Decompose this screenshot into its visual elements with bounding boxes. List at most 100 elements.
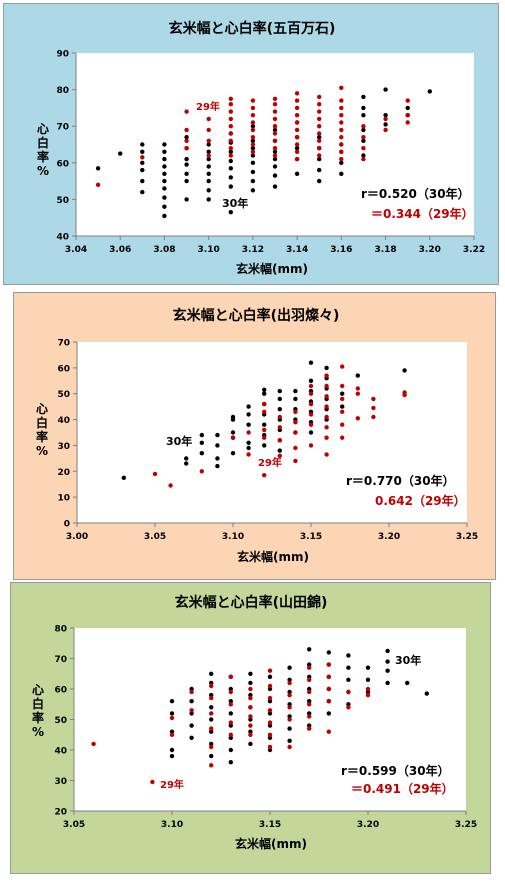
- data-point: [246, 404, 251, 409]
- data-point: [267, 744, 273, 750]
- data-point: [250, 160, 256, 165]
- data-point: [228, 149, 233, 154]
- data-point: [365, 677, 371, 682]
- y-tick-label: 70: [54, 655, 67, 665]
- data-point: [365, 692, 371, 698]
- data-point: [340, 396, 345, 402]
- data-point: [262, 435, 267, 440]
- data-point: [365, 686, 371, 692]
- data-point: [250, 142, 256, 147]
- data-point: [230, 414, 236, 420]
- data-point: [287, 689, 292, 695]
- data-point: [317, 167, 322, 173]
- data-point: [272, 146, 278, 151]
- data-point: [272, 156, 278, 162]
- data-point: [215, 463, 220, 469]
- data-point: [405, 120, 410, 125]
- data-point: [272, 116, 278, 122]
- x-tick-label: 3.20: [419, 245, 441, 255]
- data-point: [248, 705, 253, 710]
- data-point: [262, 391, 267, 396]
- data-point: [424, 691, 429, 696]
- data-point: [248, 686, 253, 692]
- data-point: [184, 156, 189, 162]
- data-point: [162, 164, 167, 169]
- data-point: [307, 702, 312, 707]
- data-point: [184, 162, 189, 167]
- data-point: [184, 197, 189, 202]
- data-point: [272, 153, 278, 158]
- data-point: [317, 131, 322, 136]
- data-point: [267, 732, 273, 737]
- data-point: [140, 155, 145, 160]
- series-annotation: 29年: [196, 100, 220, 113]
- data-point: [262, 427, 267, 433]
- data-point: [340, 391, 345, 396]
- y-tick-label: 50: [57, 390, 70, 400]
- data-point: [277, 396, 282, 402]
- data-point: [272, 96, 278, 102]
- data-point: [246, 412, 251, 417]
- data-point: [355, 386, 360, 391]
- data-point: [228, 699, 233, 704]
- data-point: [427, 89, 432, 94]
- data-point: [339, 160, 344, 165]
- data-point: [162, 171, 167, 176]
- y-tick-label: 40: [57, 416, 70, 426]
- data-point: [308, 360, 314, 365]
- data-point: [371, 405, 376, 411]
- data-point: [209, 717, 214, 722]
- data-point: [206, 171, 211, 176]
- data-point: [339, 120, 344, 125]
- correlation-annotation: r＝0.770（30年）: [346, 473, 455, 488]
- x-tick-label: 3.04: [65, 245, 87, 255]
- data-point: [308, 401, 314, 407]
- data-point: [248, 723, 253, 728]
- correlation-annotation: 0.642（29年）: [375, 493, 466, 508]
- data-point: [206, 178, 211, 184]
- data-point: [272, 109, 278, 114]
- x-axis-label: 玄米幅(mm): [236, 261, 308, 276]
- x-tick-label: 3.10: [198, 245, 220, 255]
- y-tick-label: 80: [56, 86, 69, 96]
- data-point: [287, 738, 292, 743]
- data-point: [287, 714, 292, 719]
- data-point: [228, 689, 233, 695]
- data-point: [326, 662, 331, 667]
- data-point: [294, 91, 300, 96]
- data-point: [267, 695, 273, 701]
- data-point: [250, 153, 256, 158]
- data-point: [206, 127, 211, 133]
- data-point: [209, 711, 214, 716]
- data-point: [184, 127, 189, 133]
- data-point: [339, 149, 344, 154]
- data-point: [267, 720, 273, 725]
- series-annotation: 30年: [395, 653, 421, 667]
- data-point: [340, 422, 345, 427]
- data-point: [228, 96, 233, 102]
- data-point: [365, 665, 371, 670]
- chart-panel-gohyakumangoku: 玄米幅と心白率(五百万石) 3.04 3.06 3.08 3.10 3.12 3.14 3.1…: [3, 3, 499, 285]
- data-point: [206, 142, 211, 147]
- x-tick-label: 3.15: [259, 820, 281, 830]
- data-point: [294, 135, 300, 140]
- data-point: [162, 195, 167, 200]
- data-point: [267, 674, 273, 679]
- chart-title: 玄米幅と心白率(出羽燦々): [173, 307, 340, 324]
- data-point: [307, 714, 312, 719]
- data-point: [250, 124, 256, 129]
- data-point: [95, 166, 101, 171]
- x-tick-label: 3.25: [456, 532, 478, 542]
- data-point: [402, 368, 407, 373]
- data-point: [308, 443, 314, 448]
- data-point: [324, 414, 329, 420]
- data-point: [250, 105, 256, 111]
- data-point: [324, 383, 329, 389]
- data-point: [324, 452, 329, 457]
- data-point: [324, 404, 329, 409]
- y-tick-label: 70: [57, 339, 70, 349]
- data-point: [169, 699, 175, 704]
- data-point: [287, 726, 292, 731]
- data-point: [308, 422, 314, 427]
- data-point: [361, 127, 366, 133]
